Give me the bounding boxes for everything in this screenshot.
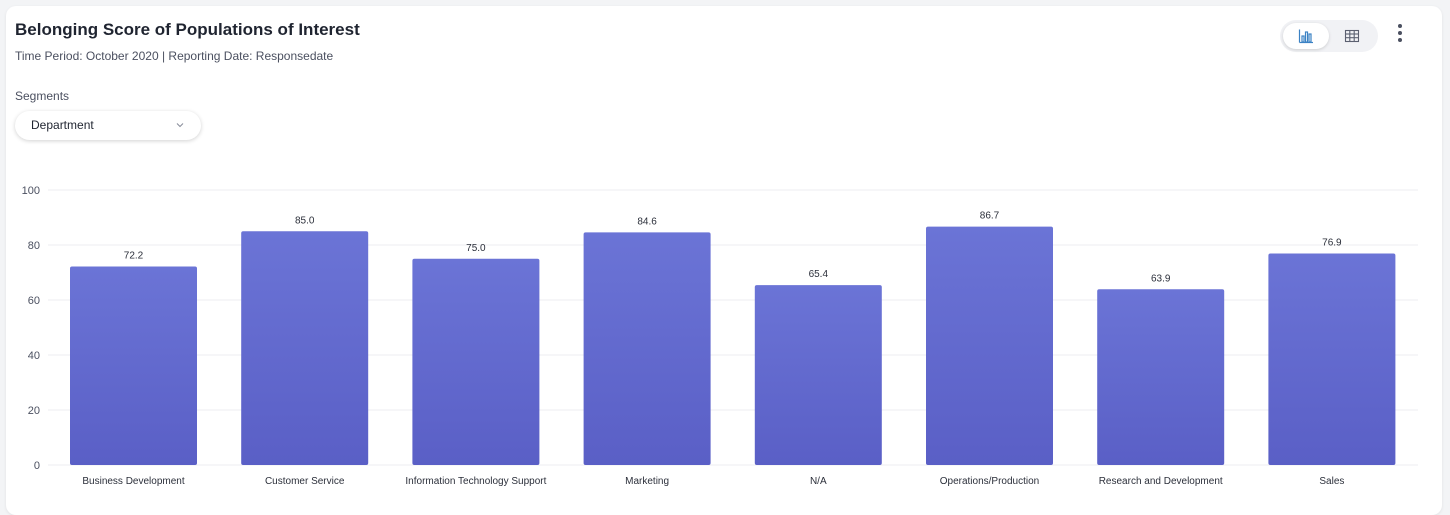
- chart-subtitle: Time Period: October 2020 | Reporting Da…: [15, 49, 334, 63]
- bar-marketing[interactable]: [583, 232, 711, 465]
- bar-value-label: 65.4: [809, 269, 829, 280]
- table-view-button[interactable]: [1329, 23, 1375, 49]
- x-category-label: Research and Development: [1099, 476, 1223, 487]
- segments-dropdown-value: Department: [31, 118, 94, 132]
- chevron-down-icon: [176, 123, 184, 128]
- bar-value-label: 84.6: [637, 216, 657, 227]
- x-category-label: Marketing: [625, 476, 669, 487]
- segments-dropdown[interactable]: Department: [15, 111, 201, 140]
- table-icon: [1344, 29, 1360, 43]
- y-tick-label: 40: [28, 350, 40, 362]
- chart-title: Belonging Score of Populations of Intere…: [15, 20, 360, 39]
- bar-research-and-development[interactable]: [1097, 289, 1225, 465]
- y-tick-label: 0: [34, 460, 40, 472]
- bar-sales[interactable]: [1268, 253, 1396, 465]
- bar-value-label: 86.7: [980, 211, 1000, 222]
- x-category-label: Customer Service: [265, 476, 345, 487]
- y-tick-label: 80: [28, 240, 40, 252]
- bar-value-label: 85.0: [295, 215, 315, 226]
- view-toggle: [1280, 20, 1378, 52]
- y-tick-label: 60: [28, 295, 40, 307]
- x-category-label: N/A: [810, 476, 827, 487]
- bar-information-technology-support[interactable]: [412, 258, 540, 465]
- y-tick-label: 100: [22, 185, 40, 197]
- bar-chart-view-button[interactable]: [1283, 23, 1329, 49]
- x-category-label: Information Technology Support: [405, 476, 546, 487]
- bar-value-label: 63.9: [1151, 273, 1171, 284]
- bar-customer-service[interactable]: [241, 231, 369, 465]
- more-vertical-icon[interactable]: [1391, 22, 1409, 48]
- bar-value-label: 75.0: [466, 243, 486, 254]
- bar-value-label: 72.2: [124, 250, 144, 261]
- segments-label: Segments: [15, 89, 70, 103]
- x-category-label: Sales: [1319, 476, 1344, 487]
- bar-n-a[interactable]: [754, 285, 882, 465]
- bar-operations-production[interactable]: [926, 226, 1053, 465]
- y-tick-label: 20: [28, 405, 40, 417]
- x-category-label: Business Development: [82, 476, 184, 487]
- bar-value-label: 76.9: [1322, 238, 1342, 249]
- x-category-label: Operations/Production: [940, 476, 1040, 487]
- bar-business-development[interactable]: [70, 266, 197, 465]
- bar-chart-icon: [1298, 29, 1313, 44]
